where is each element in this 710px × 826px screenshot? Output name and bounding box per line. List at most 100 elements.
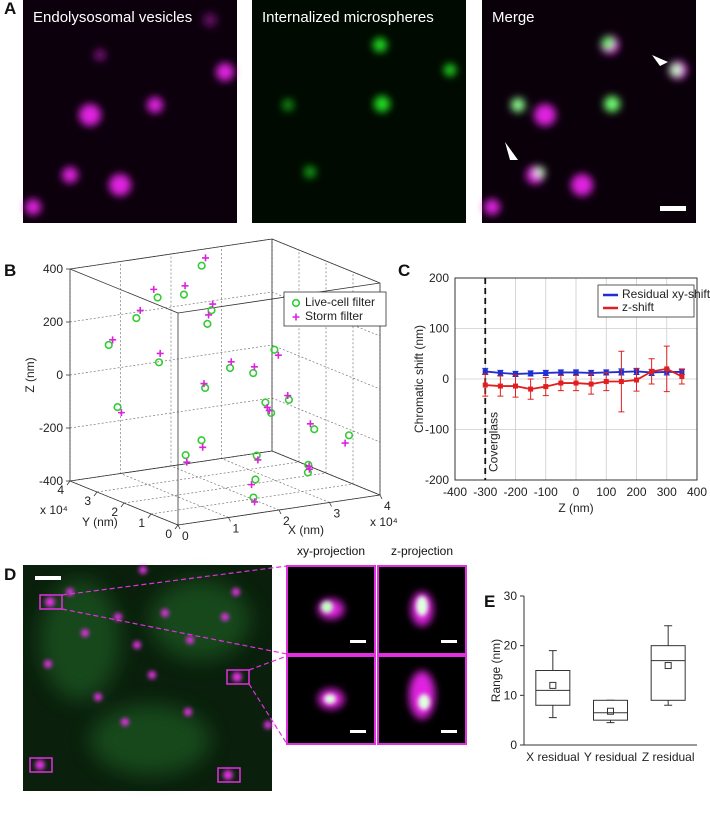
box bbox=[535, 670, 571, 706]
point bbox=[263, 403, 271, 411]
legend-label: z-shift bbox=[622, 300, 655, 314]
box-edge bbox=[271, 238, 381, 284]
tick-mark bbox=[228, 517, 231, 522]
x-tick-label: -400 bbox=[443, 485, 467, 499]
series-line bbox=[485, 367, 683, 391]
point bbox=[513, 383, 518, 389]
point bbox=[528, 386, 534, 392]
tick-mark bbox=[120, 502, 125, 508]
point bbox=[252, 451, 261, 460]
point bbox=[181, 451, 190, 460]
multiplier: x 10⁴ bbox=[40, 503, 68, 517]
point bbox=[249, 368, 258, 378]
tick-mark bbox=[329, 502, 332, 507]
y-tick-label: 200 bbox=[429, 271, 449, 285]
point bbox=[679, 373, 685, 379]
x-tick-label: 0 bbox=[182, 529, 189, 543]
haze bbox=[40, 580, 250, 775]
z-tick-label: 400 bbox=[43, 262, 63, 276]
y-tick-label: 0 bbox=[165, 527, 172, 541]
grid-line bbox=[120, 261, 229, 518]
point bbox=[664, 366, 670, 372]
blobs bbox=[484, 36, 687, 215]
point bbox=[181, 282, 189, 290]
point bbox=[197, 261, 206, 270]
tick-mark bbox=[379, 494, 383, 500]
point bbox=[558, 369, 564, 375]
x-tick-label: 3 bbox=[334, 507, 341, 521]
x-tick-label: 4 bbox=[384, 499, 391, 513]
point bbox=[179, 290, 188, 299]
y-tick-label: 30 bbox=[504, 589, 518, 603]
x-tick-label: 400 bbox=[687, 485, 707, 499]
point bbox=[497, 370, 503, 376]
plot-frame bbox=[454, 277, 698, 481]
insets bbox=[286, 565, 467, 745]
point bbox=[267, 408, 276, 418]
point bbox=[543, 370, 549, 376]
y-tick-label: 3 bbox=[84, 494, 91, 508]
y-tick-label: 2 bbox=[111, 505, 118, 519]
point bbox=[209, 300, 217, 308]
zoom-lines bbox=[61, 565, 288, 745]
point bbox=[497, 383, 503, 389]
scale-bar bbox=[35, 576, 61, 580]
scale-bar bbox=[660, 206, 686, 211]
roi bbox=[226, 669, 250, 685]
point bbox=[341, 439, 349, 447]
point bbox=[249, 493, 258, 502]
point bbox=[573, 369, 579, 375]
inset-title: xy-projection bbox=[297, 544, 365, 558]
inset-title: z-projection bbox=[391, 544, 453, 558]
point bbox=[310, 425, 319, 434]
point bbox=[156, 349, 164, 357]
arrow bbox=[652, 55, 668, 66]
image bbox=[252, 0, 466, 223]
y-tick-label: 10 bbox=[504, 688, 518, 702]
point bbox=[200, 380, 208, 388]
legend-label: Live-cell filter bbox=[305, 295, 375, 309]
grid-line bbox=[96, 250, 300, 493]
point bbox=[270, 345, 279, 354]
point bbox=[183, 458, 191, 466]
tick-mark bbox=[66, 480, 71, 486]
x-tick-label: -100 bbox=[534, 485, 558, 499]
box bbox=[650, 645, 686, 701]
z-tick-label: -200 bbox=[39, 421, 63, 435]
x-tick-label: -200 bbox=[503, 485, 527, 499]
panel-letter: C bbox=[398, 261, 410, 280]
mean bbox=[549, 681, 557, 689]
point bbox=[251, 498, 259, 506]
point bbox=[199, 443, 207, 451]
x-tick-label: -300 bbox=[473, 485, 497, 499]
point bbox=[154, 358, 164, 367]
axis-label: Range (nm) bbox=[489, 639, 503, 702]
point bbox=[284, 392, 292, 400]
point bbox=[482, 368, 488, 374]
point bbox=[482, 382, 488, 388]
tick-mark bbox=[177, 524, 181, 530]
point bbox=[618, 379, 624, 385]
legend bbox=[283, 291, 387, 327]
multiplier: x 10⁴ bbox=[370, 515, 398, 529]
point bbox=[250, 363, 258, 371]
point bbox=[649, 368, 655, 374]
point bbox=[117, 409, 125, 417]
point bbox=[543, 384, 549, 390]
whisker bbox=[664, 625, 673, 706]
point bbox=[344, 431, 354, 440]
x-tick-label: 100 bbox=[596, 485, 616, 499]
image-title: Merge bbox=[492, 9, 535, 26]
z-tick-label: 200 bbox=[43, 315, 63, 329]
point bbox=[588, 381, 594, 387]
point bbox=[588, 370, 594, 376]
x-tick-label: 2 bbox=[283, 514, 290, 528]
point bbox=[558, 380, 564, 386]
point bbox=[150, 285, 158, 293]
y-tick-label: 1 bbox=[138, 516, 145, 530]
axis-label: X (nm) bbox=[288, 523, 324, 537]
x-tick-label: X residual bbox=[526, 750, 579, 764]
point bbox=[248, 481, 256, 489]
point bbox=[201, 383, 210, 393]
